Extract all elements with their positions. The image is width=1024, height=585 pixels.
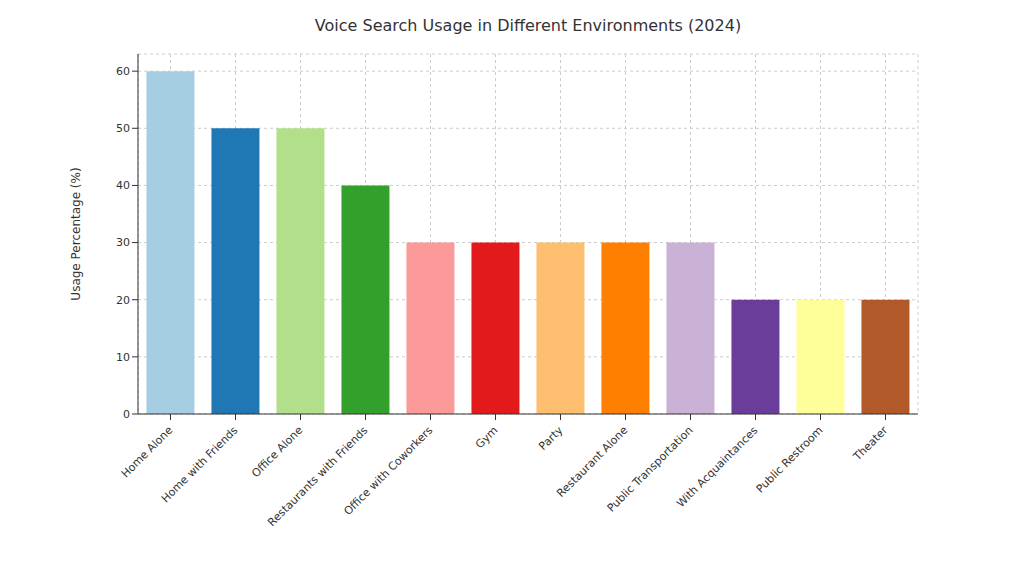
svg-text:Restaurants with Friends: Restaurants with Friends (265, 423, 371, 529)
svg-text:30: 30 (116, 236, 130, 249)
svg-text:Restaurant Alone: Restaurant Alone (554, 424, 630, 500)
svg-text:60: 60 (116, 65, 130, 78)
svg-text:Home with Friends: Home with Friends (159, 424, 241, 506)
svg-text:40: 40 (116, 179, 130, 192)
svg-text:Gym: Gym (473, 424, 500, 451)
svg-text:Office Alone: Office Alone (249, 424, 305, 480)
svg-text:Party: Party (536, 423, 565, 452)
svg-text:Office with Coworkers: Office with Coworkers (341, 424, 435, 518)
svg-text:20: 20 (116, 294, 130, 307)
svg-text:50: 50 (116, 122, 130, 135)
svg-text:0: 0 (123, 408, 130, 421)
svg-text:Home Alone: Home Alone (119, 424, 176, 481)
svg-text:With Acquaintances: With Acquaintances (674, 424, 761, 511)
svg-text:10: 10 (116, 351, 130, 364)
svg-text:Theater: Theater (850, 423, 891, 464)
svg-text:Public Transportation: Public Transportation (604, 423, 696, 515)
svg-text:Usage Percentage (%): Usage Percentage (%) (69, 167, 83, 300)
svg-text:Public Restroom: Public Restroom (754, 424, 826, 496)
html-text:Voice Search Usage in Differen: Voice Search Usage in Different Environm… (314, 16, 742, 35)
